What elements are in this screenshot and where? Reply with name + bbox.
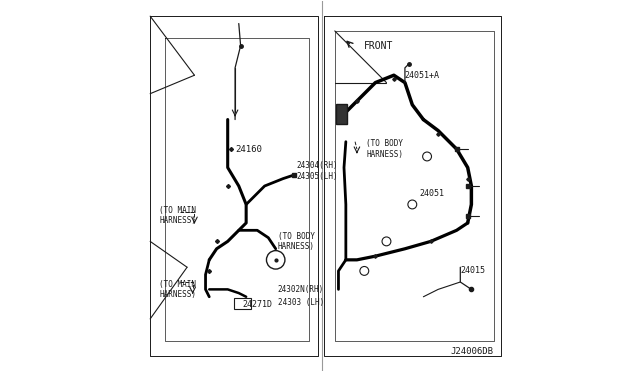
Text: (TO BODY
HARNESS): (TO BODY HARNESS) [278, 232, 314, 251]
Text: J24006DB: J24006DB [451, 347, 493, 356]
Text: 24305(LH): 24305(LH) [296, 172, 338, 181]
FancyBboxPatch shape [234, 298, 251, 309]
Text: (TO MAIN
HARNESS): (TO MAIN HARNESS) [159, 280, 196, 299]
FancyBboxPatch shape [335, 104, 347, 124]
Text: 24051: 24051 [420, 189, 445, 198]
Text: (TO MAIN
HARNESS): (TO MAIN HARNESS) [159, 206, 196, 225]
Text: 24271D: 24271D [243, 300, 273, 309]
Text: 24303 (LH): 24303 (LH) [278, 298, 324, 307]
Text: (TO BODY
HARNESS): (TO BODY HARNESS) [366, 140, 403, 159]
Text: 24302N(RH): 24302N(RH) [278, 285, 324, 294]
Text: 24015: 24015 [460, 266, 485, 275]
Text: 24160: 24160 [235, 145, 262, 154]
Text: 24304(RH): 24304(RH) [296, 161, 338, 170]
Text: 24051+A: 24051+A [405, 71, 440, 80]
Text: FRONT: FRONT [364, 41, 394, 51]
